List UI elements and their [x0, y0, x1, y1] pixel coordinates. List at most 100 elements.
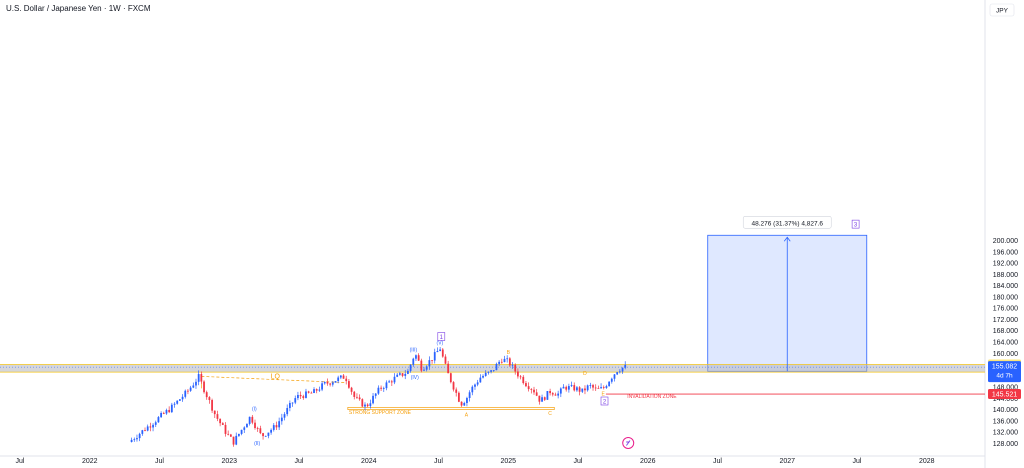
candle	[256, 426, 259, 432]
y-tick-label: 200.000	[993, 238, 1018, 245]
candle	[339, 375, 342, 380]
candle-body	[254, 422, 256, 429]
candle-body	[573, 385, 576, 391]
x-tick-label: Jul	[434, 458, 443, 465]
candle-body	[543, 397, 546, 400]
candle-body	[272, 425, 275, 430]
wave-label: STRONG SUPPORT ZONE	[349, 410, 412, 416]
candle-body	[321, 383, 323, 390]
candle	[382, 386, 385, 392]
x-tick-label: Jul	[853, 458, 862, 465]
candle	[208, 396, 211, 404]
candle-body	[248, 416, 251, 424]
candle	[449, 372, 452, 384]
candle-body	[374, 393, 377, 396]
candle-body	[334, 381, 337, 383]
candle-body	[519, 376, 522, 378]
candle-body	[425, 366, 428, 370]
candle	[181, 394, 184, 402]
candle-body	[270, 429, 272, 433]
candle	[227, 430, 230, 436]
measure-arrowhead	[783, 236, 791, 242]
candle-body	[288, 402, 291, 409]
support-zone-box	[347, 407, 555, 410]
x-tick-label: Jul	[295, 458, 304, 465]
candle	[576, 385, 578, 392]
wave-label: E	[601, 392, 605, 398]
candle	[192, 382, 195, 389]
candle	[573, 382, 576, 392]
candle-body	[444, 356, 447, 364]
candle-body	[447, 363, 450, 374]
candle-body	[479, 377, 482, 383]
candle	[417, 353, 420, 361]
candle-body	[157, 417, 160, 423]
x-tick-label: Jul	[713, 458, 722, 465]
y-tick-label: 180.000	[993, 294, 1018, 301]
x-tick-label: 2025	[500, 458, 516, 465]
candlesticks	[130, 347, 627, 447]
x-tick-label: 2023	[221, 458, 237, 465]
candle-body	[530, 389, 533, 390]
candle-body	[243, 427, 246, 430]
candle	[439, 347, 442, 352]
candle	[353, 390, 356, 400]
candle	[404, 370, 407, 380]
wave-label: INVALIDATION ZONE	[627, 394, 677, 400]
candle	[592, 383, 594, 391]
current-price-tag-box	[988, 361, 1021, 383]
candle	[578, 386, 581, 396]
candle-body	[329, 383, 332, 385]
candle-body	[492, 370, 495, 371]
candle	[589, 382, 592, 389]
candle	[616, 371, 619, 376]
y-tick-label: 132.000	[993, 430, 1018, 437]
candle	[407, 368, 409, 375]
candle-body	[592, 385, 594, 388]
x-tick-label: 2026	[640, 458, 656, 465]
lq-line	[201, 376, 346, 383]
candle-body	[412, 358, 415, 365]
candle	[514, 363, 517, 375]
candle-body	[423, 369, 425, 371]
y-tick-label: 176.000	[993, 306, 1018, 313]
candle-body	[401, 373, 404, 376]
candle-body	[141, 430, 144, 434]
candle	[369, 399, 372, 409]
measure-label: 48.276 (31.37%) 4,827.6	[751, 220, 823, 227]
candle-body	[310, 392, 313, 394]
candle	[436, 347, 439, 353]
candle	[259, 425, 262, 435]
candle	[162, 411, 165, 415]
candle-body	[546, 391, 549, 400]
candle	[433, 348, 436, 364]
candle-body	[184, 390, 187, 397]
candle-body	[613, 374, 616, 379]
candle-body	[221, 423, 224, 425]
x-tick-label: 2022	[82, 458, 98, 465]
candle	[479, 374, 482, 383]
candle-body	[417, 355, 420, 361]
wave-label: (I)	[252, 407, 257, 413]
candle	[554, 392, 557, 396]
candle	[527, 382, 530, 392]
candle-body	[283, 414, 286, 418]
candle	[500, 358, 503, 364]
y-tick-label: 136.000	[993, 418, 1018, 425]
candle-body	[197, 374, 200, 382]
candle	[136, 434, 138, 442]
candle	[329, 382, 332, 387]
candle-body	[280, 417, 283, 422]
candle	[415, 354, 417, 361]
candle	[288, 400, 291, 412]
candle	[586, 384, 589, 392]
candle	[519, 375, 522, 380]
candle-body	[597, 388, 600, 389]
candle	[420, 358, 423, 373]
candle	[581, 388, 584, 394]
candle-body	[318, 389, 321, 391]
wave-label: (V)	[437, 340, 444, 346]
candle	[313, 387, 315, 394]
candle	[380, 385, 382, 391]
